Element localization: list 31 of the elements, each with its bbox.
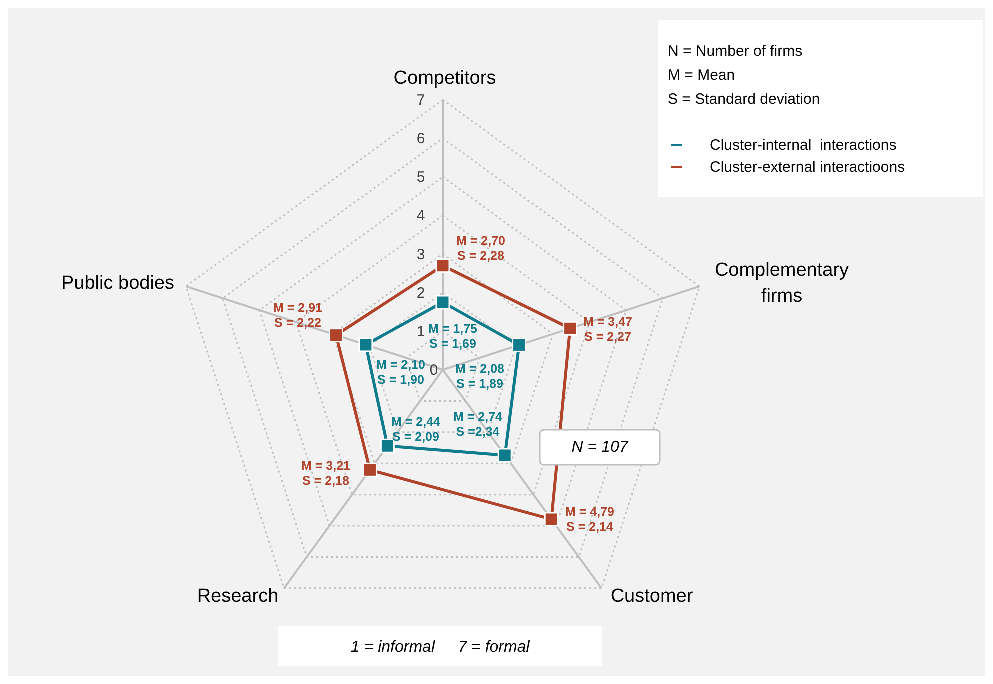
text: M = Mean (668, 67, 736, 84)
y-tick-label: 2 (416, 284, 426, 302)
spoke-label: Research (197, 586, 279, 607)
text: N = 107 (572, 439, 630, 456)
data-label: M = 1,75 S = 1,69 (428, 322, 478, 351)
spoke-label: Public bodies (61, 273, 175, 294)
y-tick-label: 3 (416, 246, 426, 264)
text: 7 = formal (458, 639, 530, 656)
legend-label: Cluster-internal interactions (710, 137, 897, 154)
y-tick-label: 6 (416, 130, 426, 148)
y-tick-label: 5 (416, 169, 426, 186)
y-tick-label: 1 (416, 323, 426, 340)
data-label: M = 2,44 S = 2,09 (392, 415, 441, 444)
spoke-label: Customer (610, 586, 694, 607)
legend-label: Cluster-external interactioons (710, 159, 906, 176)
data-label: M = 2,10 S = 1,90 (376, 358, 426, 387)
y-tick-label: 0 (430, 362, 438, 379)
data-label: M = 2,08 S = 1,89 (456, 362, 505, 391)
y-tick-label: 7 (416, 92, 426, 109)
text: 1 = informal (350, 639, 436, 656)
data-label: M = 2,91 S = 2,22 (274, 301, 323, 330)
spoke-label: Competitors (394, 68, 496, 89)
data-label: M = 3,21 S = 2,18 (302, 459, 351, 488)
data-label: M = 4,79 S = 2,14 (566, 505, 615, 534)
y-tick-label: 4 (416, 208, 426, 225)
text: N = Number of firms (668, 43, 803, 60)
data-label: M = 2,70 S = 2,28 (456, 234, 506, 263)
text: S = Standard deviation (668, 91, 820, 108)
spoke-label: Complementary firms (714, 260, 850, 307)
data-label: M = 2,74 S =2,34 (454, 410, 503, 439)
data-label: M = 3,47 S = 2,27 (584, 315, 633, 344)
